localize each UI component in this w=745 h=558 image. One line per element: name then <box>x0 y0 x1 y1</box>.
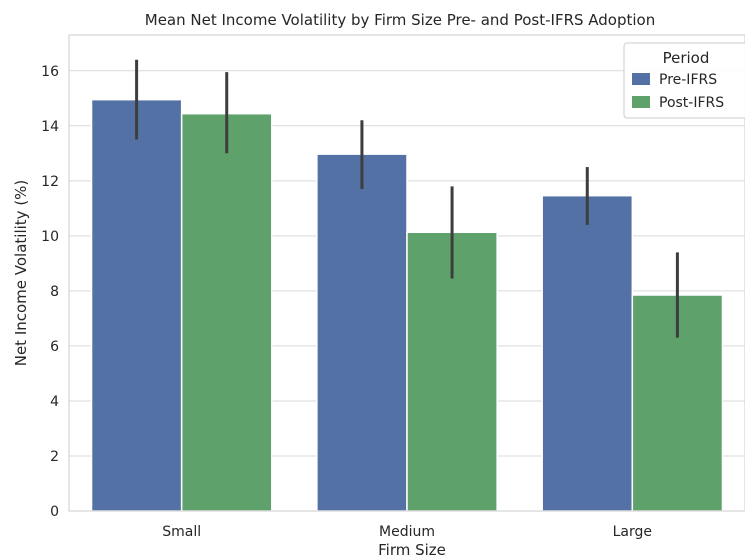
legend-title: Period <box>663 49 710 67</box>
y-tick-label: 12 <box>41 174 59 190</box>
legend-label-pre-ifrs: Pre-IFRS <box>659 72 717 88</box>
x-tick-labels: Small Medium Large <box>162 524 652 540</box>
x-tick-label: Small <box>162 524 201 540</box>
legend-swatch-pre-ifrs <box>632 73 650 85</box>
chart-title: Mean Net Income Volatility by Firm Size … <box>145 11 655 29</box>
y-tick-label: 14 <box>41 119 59 135</box>
y-tick-labels: 0 2 4 6 8 10 12 14 16 <box>41 64 59 520</box>
y-tick-label: 16 <box>41 64 59 80</box>
x-axis-title: Firm Size <box>378 541 446 558</box>
y-tick-label: 6 <box>50 339 59 355</box>
y-tick-label: 4 <box>50 394 59 410</box>
y-tick-label: 2 <box>50 449 59 465</box>
bar-small-post-ifrs <box>180 112 273 512</box>
x-tick-label: Large <box>613 524 652 540</box>
legend-swatch-post-ifrs <box>632 96 650 108</box>
y-tick-label: 8 <box>50 284 59 300</box>
bar-small-pre-ifrs <box>90 98 183 512</box>
bars <box>90 98 724 512</box>
bar-medium-pre-ifrs <box>316 153 408 512</box>
legend: Period Pre-IFRS Post-IFRS <box>623 42 745 119</box>
y-tick-label: 0 <box>50 504 59 520</box>
legend-label-post-ifrs: Post-IFRS <box>659 95 724 111</box>
y-axis-title: Net Income Volatility (%) <box>12 180 30 367</box>
bar-large-pre-ifrs <box>541 194 634 512</box>
legend-box <box>623 42 745 119</box>
plot-frame <box>68 34 745 512</box>
error-bars <box>135 59 679 338</box>
x-tick-label: Medium <box>379 524 435 540</box>
y-tick-label: 10 <box>41 229 59 245</box>
